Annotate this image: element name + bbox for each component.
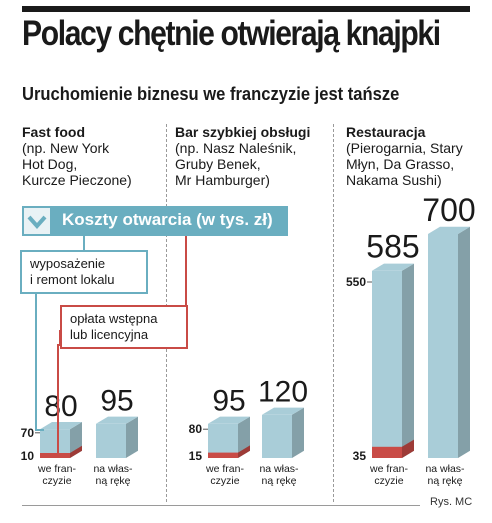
bar-top — [96, 416, 138, 424]
total-value-label: 80 — [44, 390, 77, 423]
group-header-fast-food: Fast food (np. New York Hot Dog, Kurcze … — [22, 124, 172, 188]
renovation-value-label: 80 — [189, 422, 203, 436]
group-title: Bar szybkiej obsługi — [175, 124, 311, 140]
bar-fee-segment — [372, 446, 402, 458]
renovation-value-label: 70 — [21, 426, 35, 440]
total-value-label: 700 — [422, 192, 475, 228]
category-label: na włas- — [93, 463, 133, 475]
bar-top — [40, 422, 82, 430]
legend-bar — [22, 206, 288, 236]
category-label: ną rękę — [427, 475, 462, 487]
bar-fee-side — [238, 445, 250, 458]
legend-fee-text: opłata wstępna lub licencyjna — [70, 311, 158, 342]
chevron-down-icon — [27, 215, 47, 230]
credit: Rys. MC — [430, 496, 473, 508]
legend-renovation-label: wyposażenie i remont lokalu — [20, 250, 148, 294]
bottom-rule — [22, 505, 420, 506]
total-value-label: 95 — [212, 385, 245, 418]
legend-chevron — [22, 206, 52, 236]
page-subtitle: Uruchomienie biznesu we franczyzie jest … — [22, 84, 400, 104]
bar-front — [428, 234, 458, 458]
bar-front — [208, 423, 238, 458]
fee-value-label: 10 — [21, 449, 35, 463]
bar-side — [292, 407, 304, 458]
bar-fee-segment — [208, 452, 238, 458]
category-label: ną rękę — [261, 475, 296, 487]
bar-top — [262, 407, 304, 415]
legend-title: Koszty otwarcia (w tys. zł) — [62, 210, 273, 229]
bar-top — [428, 226, 470, 234]
bar-side — [458, 226, 470, 458]
leader-renovation — [35, 294, 44, 431]
fee-value-label: 35 — [353, 449, 367, 463]
category-label: we fran- — [37, 463, 76, 475]
bar-g0-b1 — [96, 416, 138, 458]
bar-side — [402, 263, 414, 458]
renovation-value-label: 550 — [346, 275, 366, 289]
legend-fee-label: opłata wstępna lub licencyjna — [60, 305, 188, 349]
bar-g1-b0 — [208, 416, 250, 458]
group-header-restaurant: Restauracja (Pierogarnia, Stary Młyn, Da… — [346, 124, 486, 188]
bar-top — [208, 416, 250, 424]
category-label: na włas- — [259, 463, 299, 475]
group-title: Restauracja — [346, 124, 426, 140]
fee-value-label: 15 — [189, 449, 203, 463]
bar-g2-b1 — [428, 226, 470, 458]
bar-g2-b0 — [372, 263, 414, 458]
category-label: we fran- — [369, 463, 408, 475]
bar-side — [126, 416, 138, 458]
bar-fee-side — [402, 439, 414, 458]
total-value-label: 585 — [366, 229, 419, 265]
group-title: Fast food — [22, 124, 85, 140]
group-examples: (np. Nasz Naleśnik, Gruby Benek, Mr Hamb… — [175, 140, 297, 188]
group-examples: (Pierogarnia, Stary Młyn, Da Grasso, Nak… — [346, 140, 463, 188]
category-label: czyzie — [210, 475, 239, 487]
bar-fee-side — [70, 445, 82, 458]
total-value-label: 95 — [100, 385, 133, 418]
bar-top — [372, 263, 414, 271]
legend-renovation-text: wyposażenie i remont lokalu — [30, 256, 115, 287]
group-divider — [333, 124, 334, 502]
category-label: na włas- — [425, 463, 465, 475]
group-examples: (np. New York Hot Dog, Kurcze Pieczone) — [22, 140, 132, 188]
group-header-bar: Bar szybkiej obsługi (np. Nasz Naleśnik,… — [175, 124, 335, 188]
total-value-label: 120 — [258, 376, 308, 409]
category-label: czyzie — [42, 475, 71, 487]
bar-front — [96, 423, 126, 458]
category-label: czyzie — [374, 475, 403, 487]
top-rule — [22, 6, 470, 12]
bar-g1-b1 — [262, 407, 304, 458]
category-label: ną rękę — [95, 475, 130, 487]
bar-front — [372, 270, 402, 458]
bar-front — [262, 414, 292, 458]
page-title: Polacy chętnie otwierają knajpki — [22, 14, 441, 53]
category-label: we fran- — [205, 463, 244, 475]
